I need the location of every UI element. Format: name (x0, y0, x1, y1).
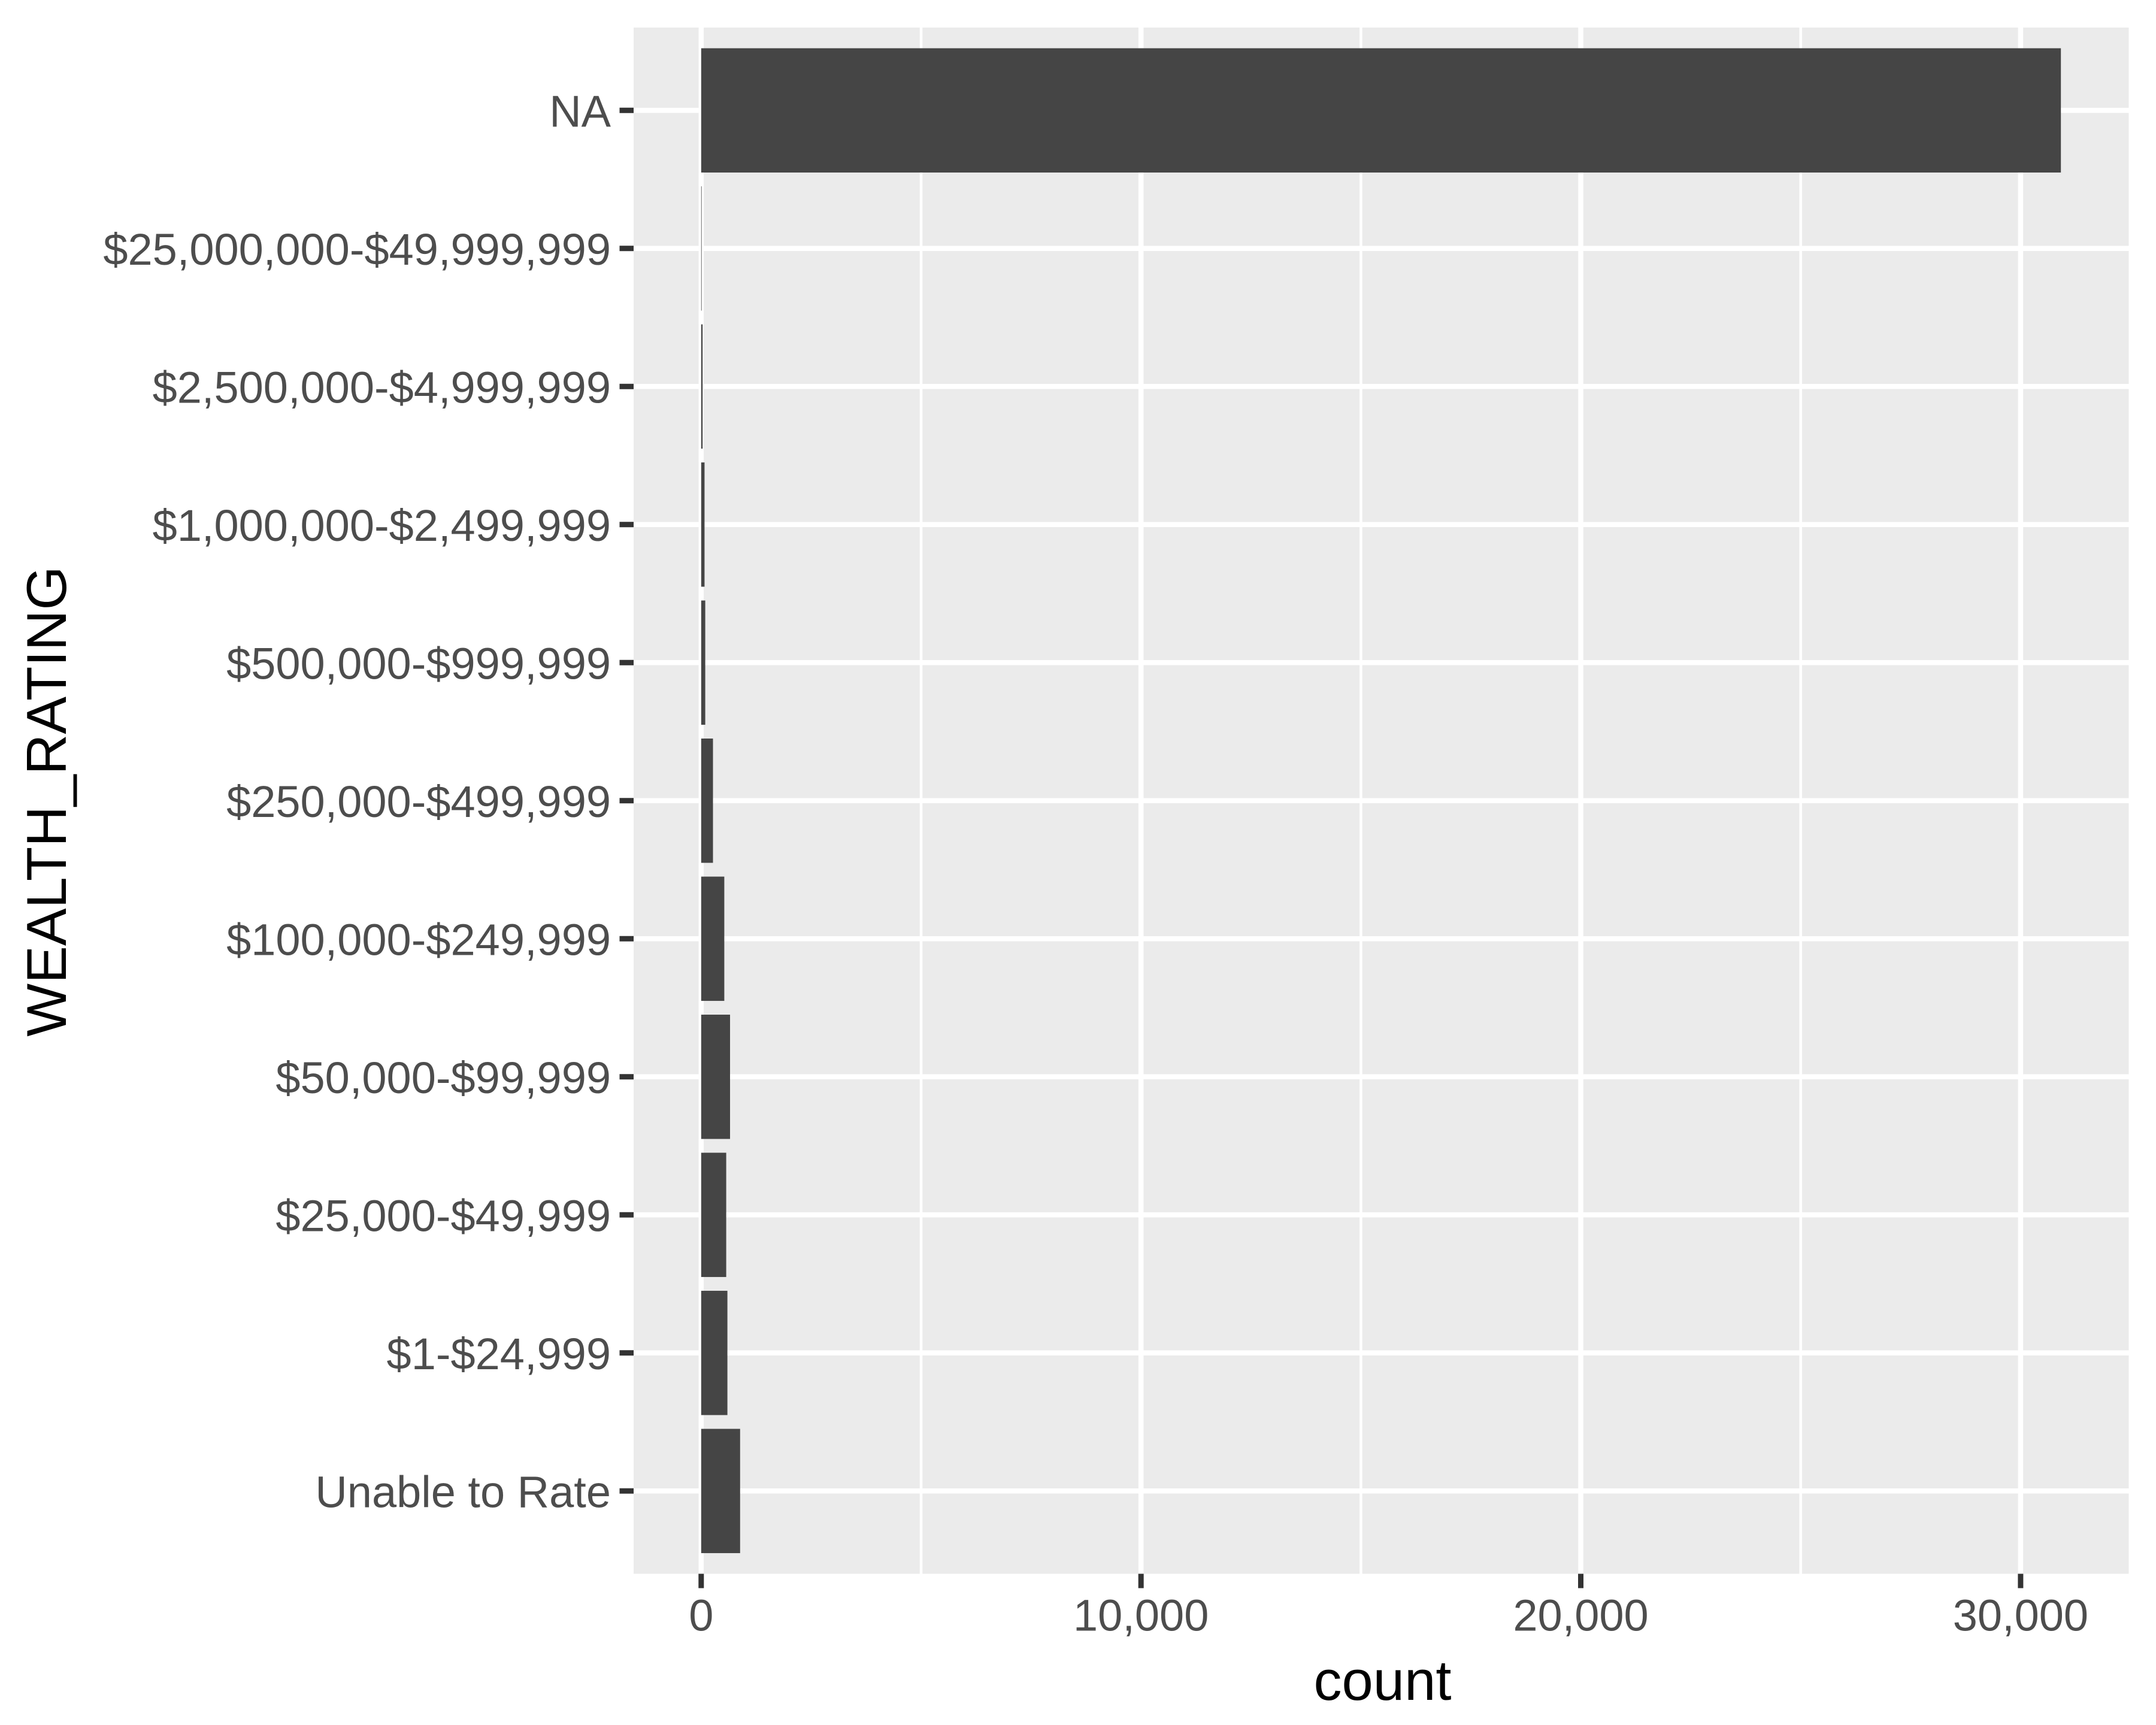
svg-text:$25,000,000-$49,999,999: $25,000,000-$49,999,999 (103, 225, 611, 274)
svg-text:$1-$24,999: $1-$24,999 (387, 1329, 611, 1379)
svg-text:$500,000-$999,999: $500,000-$999,999 (226, 639, 611, 689)
svg-text:$100,000-$249,999: $100,000-$249,999 (226, 915, 611, 965)
svg-text:$50,000-$99,999: $50,000-$99,999 (275, 1053, 611, 1103)
svg-text:$2,500,000-$4,999,999: $2,500,000-$4,999,999 (153, 363, 611, 413)
svg-text:Unable to Rate: Unable to Rate (315, 1467, 611, 1517)
svg-text:0: 0 (689, 1590, 713, 1640)
svg-text:$250,000-$499,999: $250,000-$499,999 (226, 777, 611, 827)
svg-text:$25,000-$49,999: $25,000-$49,999 (275, 1191, 611, 1241)
svg-text:$1,000,000-$2,499,999: $1,000,000-$2,499,999 (153, 501, 611, 550)
svg-text:20,000: 20,000 (1513, 1590, 1648, 1640)
svg-text:count: count (1314, 1649, 1452, 1712)
svg-text:NA: NA (549, 87, 611, 137)
svg-text:10,000: 10,000 (1073, 1590, 1209, 1640)
svg-text:30,000: 30,000 (1953, 1590, 2088, 1640)
svg-text:WEALTH_RATING: WEALTH_RATING (15, 566, 78, 1036)
